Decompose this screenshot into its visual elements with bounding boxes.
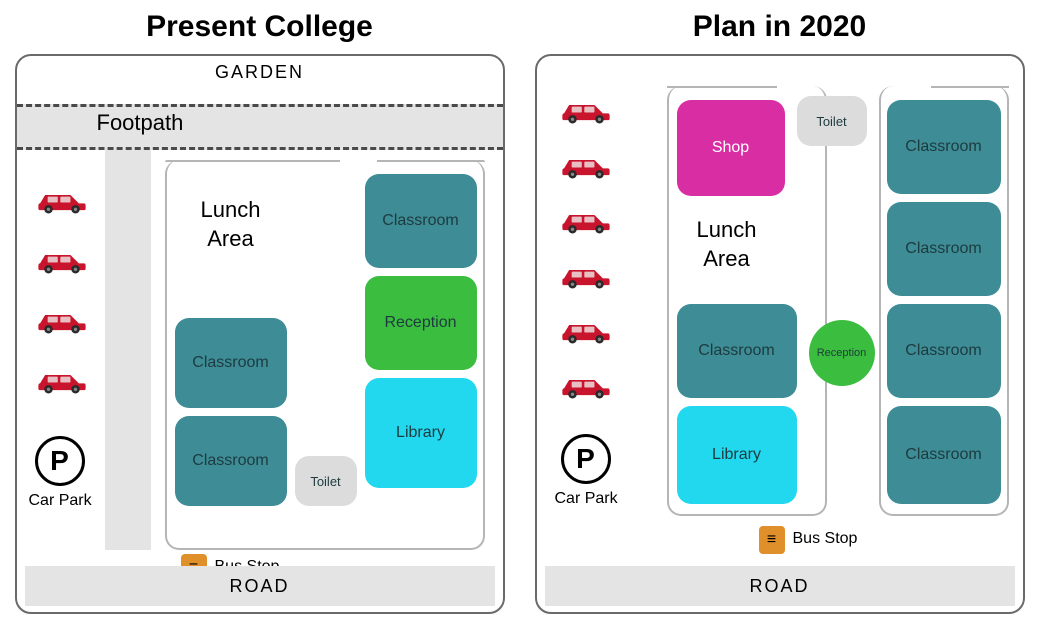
room-shop: Shop [677,100,785,196]
room-classroom: Classroom [887,406,1001,504]
road-label: ROAD [25,566,495,606]
room-toilet: Toilet [797,96,867,146]
lunch-area-label: Lunch Area [201,196,261,253]
car-icon [559,206,613,234]
car-icon [559,151,613,179]
footpath-horizontal [17,104,503,150]
map-present: GARDEN Footpath P Car Park [15,54,505,614]
room-classroom: Classroom [887,202,1001,296]
parking-icon: P [561,434,611,484]
campus-top-right [377,160,485,162]
campus-top-right-seg [931,86,1009,88]
room-classroom: Classroom [887,100,1001,194]
garden-label: GARDEN [17,62,503,83]
room-toilet: Toilet [295,456,357,506]
room-classroom: Classroom [887,304,1001,398]
lunch-area-label: Lunch Area [697,216,757,273]
busstop-icon: ≡ [759,526,785,554]
car-icon [35,186,89,214]
footpath-label: Footpath [97,110,184,136]
room-classroom: Classroom [365,174,477,268]
room-classroom: Classroom [677,304,797,398]
room-reception: Reception [809,320,875,386]
campus-top-left [165,160,340,162]
room-classroom: Classroom [175,416,287,506]
carpark-label: Car Park [29,492,92,510]
car-icon [559,316,613,344]
map-plan: P Car Park Shop Toilet Lunch Area Classr… [535,54,1025,614]
road-label: ROAD [545,566,1015,606]
parking-icon: P [35,436,85,486]
room-classroom: Classroom [175,318,287,408]
car-icon [559,261,613,289]
room-reception: Reception [365,276,477,370]
car-icon [35,366,89,394]
car-icon [559,371,613,399]
car-icon [559,96,613,124]
busstop-label: Bus Stop [793,530,858,548]
footpath-vertical [105,150,151,550]
carpark-label: Car Park [555,490,618,508]
campus-top-left-seg [667,86,777,88]
car-icon [35,306,89,334]
room-library: Library [365,378,477,488]
car-icon [35,246,89,274]
title-present: Present College [15,10,505,44]
room-library: Library [677,406,797,504]
title-plan: Plan in 2020 [535,10,1025,44]
